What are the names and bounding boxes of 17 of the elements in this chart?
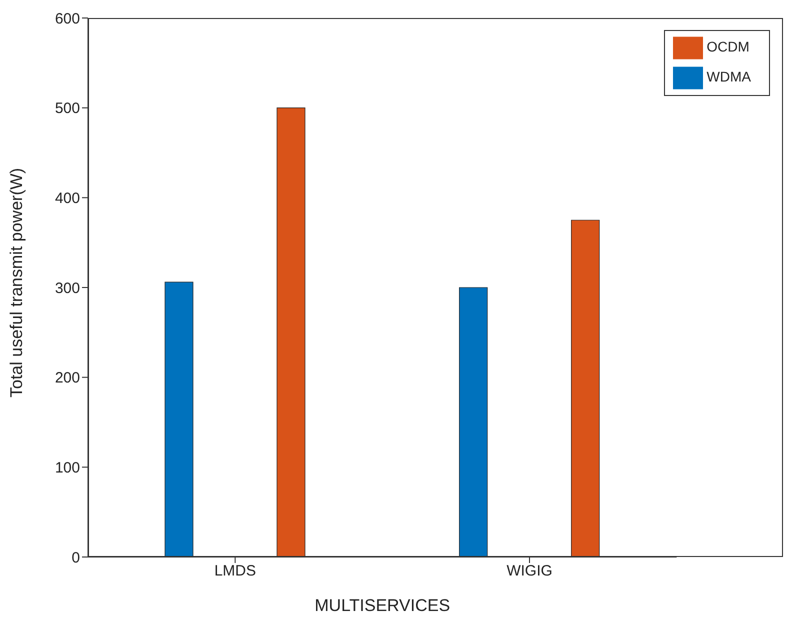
x-axis-title: MULTISERVICES [314, 596, 450, 615]
bar [164, 282, 194, 557]
y-tick-label: 600 [54, 10, 80, 28]
y-tick-label: 300 [54, 280, 80, 297]
x-tick-label: WIGIG [506, 562, 552, 580]
x-tick-label: LMDS [214, 562, 256, 580]
y-tick-label: 200 [54, 370, 80, 387]
y-tick-label: 500 [54, 100, 80, 118]
y-tick-label: 0 [72, 549, 80, 566]
legend-label: WDMA [706, 68, 751, 85]
bar [276, 108, 306, 557]
bar [571, 220, 600, 557]
legend-label: OCDM [706, 38, 750, 55]
y-tick-label: 100 [54, 459, 80, 476]
bar [459, 287, 488, 557]
y-axis-title: Total useful transmit power(W) [7, 168, 26, 398]
y-tick-label: 400 [54, 190, 80, 207]
